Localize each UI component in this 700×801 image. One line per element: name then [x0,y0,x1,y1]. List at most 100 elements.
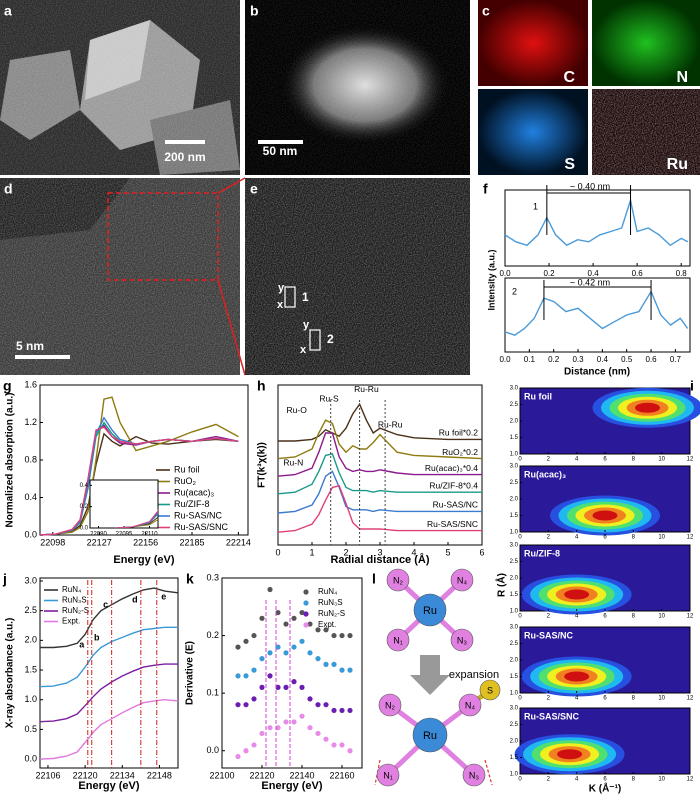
atom-label: N₃ [457,635,467,645]
x-axis-label: Energy (eV) [261,780,322,792]
x-tick-label: 6 [479,547,484,557]
x-tick-label: 4 [575,535,579,541]
data-point [299,639,304,644]
map-title: Ru(acac)₃ [524,469,566,479]
data-point [259,685,264,690]
legend-marker [303,589,308,594]
y-tick-label: 3.0 [510,543,519,549]
series-label: Ru foil*0.2 [439,428,478,438]
legend-marker [303,622,308,627]
x-tick-label: 2 [547,535,551,541]
data-point [251,668,256,673]
data-point [331,708,336,713]
data-point [307,725,312,730]
feature-label: e [161,591,166,601]
legend-label: Expt. [62,617,80,626]
x-tick-label: 8 [632,457,636,463]
y-tick-label: 1.0 [510,772,519,778]
x-tick-label: 10 [658,614,665,620]
y-tick-label: 2.0 [510,739,519,745]
y-tick-label: 3.0 [510,386,519,392]
annotation: 1 [533,201,538,211]
peak-annotation: Ru-Ru [378,419,403,429]
inset-y-tick-label: 0.2 [80,504,89,510]
x-tick-label: 22134 [110,770,135,780]
data-point [259,731,264,736]
x-tick-label: 0.1 [524,355,536,364]
x-tick-label: 12 [687,696,694,702]
x-tick-label: 0.2 [548,355,560,364]
y-axis-label: FT(k³χ(k)) [257,442,268,488]
data-point [307,650,312,655]
series-line [40,700,178,759]
y-tick-label: 1.5 [510,755,519,761]
data-point [347,708,352,713]
y-axis-label: X-ray absorbance (a.u.) [5,618,16,729]
x-tick-label: 12 [687,614,694,620]
x-tick-label: 0 [518,614,522,620]
x-tick-label: 2 [547,457,551,463]
y-tick-label: 3.0 [24,575,37,585]
micrograph-e [245,178,470,375]
y-tick-label: 2.0 [24,635,37,645]
x-axis-label: Distance (nm) [564,367,630,378]
inset-frame [90,480,158,528]
legend-label: Ru(acac)₃ [174,487,215,497]
y-tick-label: 0.2 [206,630,219,640]
x-axis-label: Energy (eV) [78,780,139,792]
axis-letter: y [303,319,310,331]
data-point [347,633,352,638]
element-label: Ru [667,156,688,173]
x-tick-label: 6 [603,777,607,783]
x-tick-label: 10 [658,777,665,783]
data-point [235,754,240,759]
data-point [347,668,352,673]
panel-label: k [186,571,194,587]
data-point [347,748,352,753]
inset-x-tick-label: 22080 [90,532,107,538]
legend-label: RuO₂ [174,476,197,486]
axis-letter: x [277,299,284,311]
data-point [307,696,312,701]
micrograph-a [0,0,240,175]
arrow-label: expansion [449,669,499,681]
data-point [251,742,256,747]
y-tick-label: 3.0 [510,706,519,712]
legend-label: Ru/ZIF-8 [174,499,210,509]
y-tick-label: 0.0 [24,529,37,539]
x-tick-label: 22100 [209,770,234,780]
eds-maps [478,0,700,175]
x-tick-label: 22098 [40,537,65,547]
series-label: RuO₂*0.2 [442,447,478,457]
x-tick-label: 8 [632,696,636,702]
data-point [299,685,304,690]
atom-label: N₄ [457,575,467,585]
data-point [331,633,336,638]
y-tick-label: 0.3 [206,572,219,582]
x-tick-label: 1 [309,547,314,557]
peak-annotation: Ru-N [283,458,303,468]
x-tick-label: 0.0 [499,355,511,364]
data-point [315,656,320,661]
data-point [267,587,272,592]
x-tick-label: 2 [547,777,551,783]
intensity-contour [557,749,582,759]
arrow [410,655,450,695]
legend-label: RuN₃S [318,598,343,607]
series-line [40,588,178,647]
data-point [339,708,344,713]
map-title: Ru-SAS/SNC [524,711,580,721]
y-tick-label: 2.5 [510,722,519,728]
y-tick-label: 2.5 [510,559,519,565]
inset-x-tick-label: 22095 [116,532,133,538]
x-tick-label: 22156 [133,537,158,547]
legend-marker [303,600,308,605]
x-tick-label: 5 [445,547,450,557]
panel-label: d [4,181,13,197]
feature-label: a [79,639,85,649]
y-tick-label: 1.5 [24,664,37,674]
y-tick-label: 3.0 [510,625,519,631]
map-title: Ru foil [524,391,552,401]
feature-label: c [103,599,108,609]
